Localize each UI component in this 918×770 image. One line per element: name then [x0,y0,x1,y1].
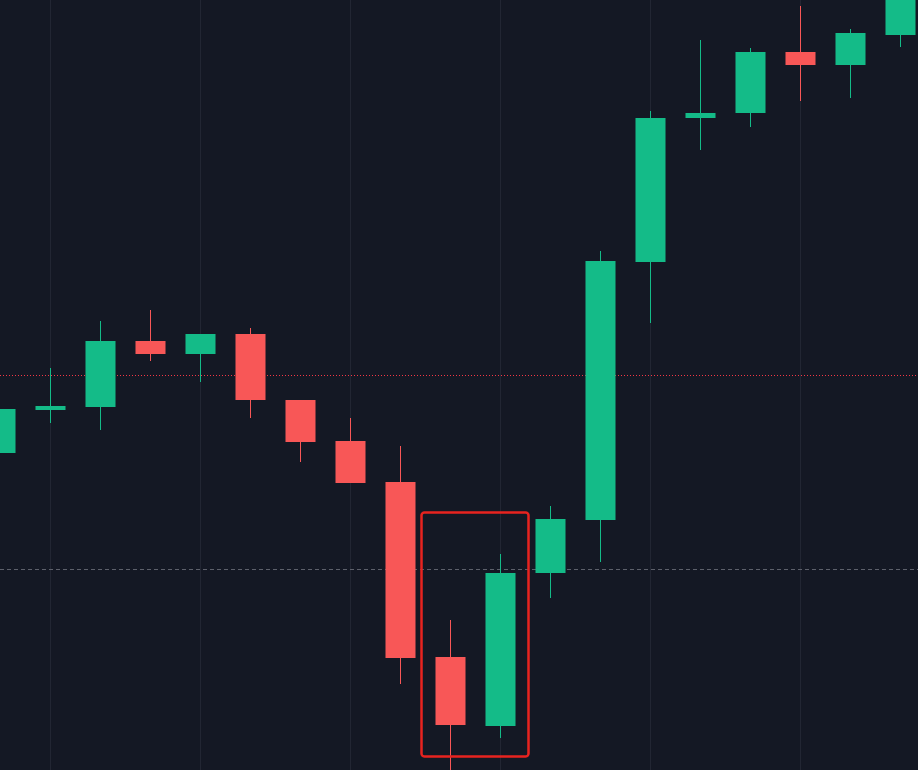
candle-body [285,400,316,442]
candle-body [835,33,866,65]
candle-body [785,52,816,65]
candle-body [385,482,416,658]
candle-body [735,52,766,113]
candle-body [885,0,916,35]
candle-body [135,341,166,354]
candle-body [235,334,266,400]
candle-body [485,573,516,726]
candle-body [435,657,466,725]
candle-body [535,519,566,573]
candle-body [0,409,16,453]
candle-body [585,261,616,520]
highlight-box [420,511,530,758]
candle-body [635,118,666,262]
candle-body [85,341,116,407]
candle-body [185,334,216,354]
candle-body [685,113,716,118]
candle-body [35,406,66,410]
candle-body [335,441,366,483]
